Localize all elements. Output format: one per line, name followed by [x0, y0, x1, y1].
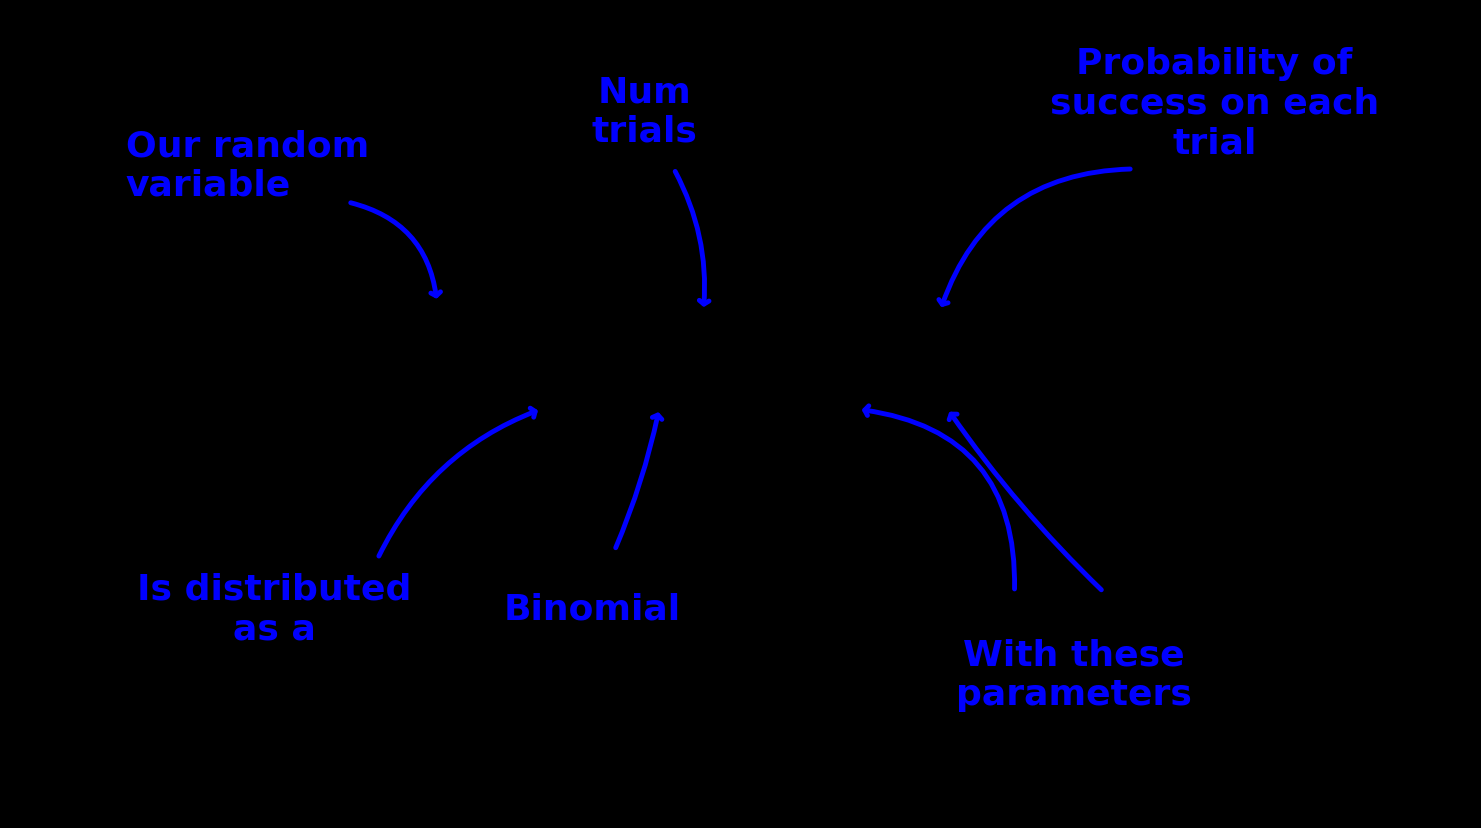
Text: Binomial: Binomial [504, 591, 681, 626]
Text: Our random
variable: Our random variable [126, 129, 369, 202]
Text: Num
trials: Num trials [591, 75, 698, 148]
Text: With these
parameters: With these parameters [955, 638, 1192, 711]
Text: Probability of
success on each
trial: Probability of success on each trial [1050, 47, 1379, 160]
Text: Is distributed
as a: Is distributed as a [136, 572, 412, 645]
